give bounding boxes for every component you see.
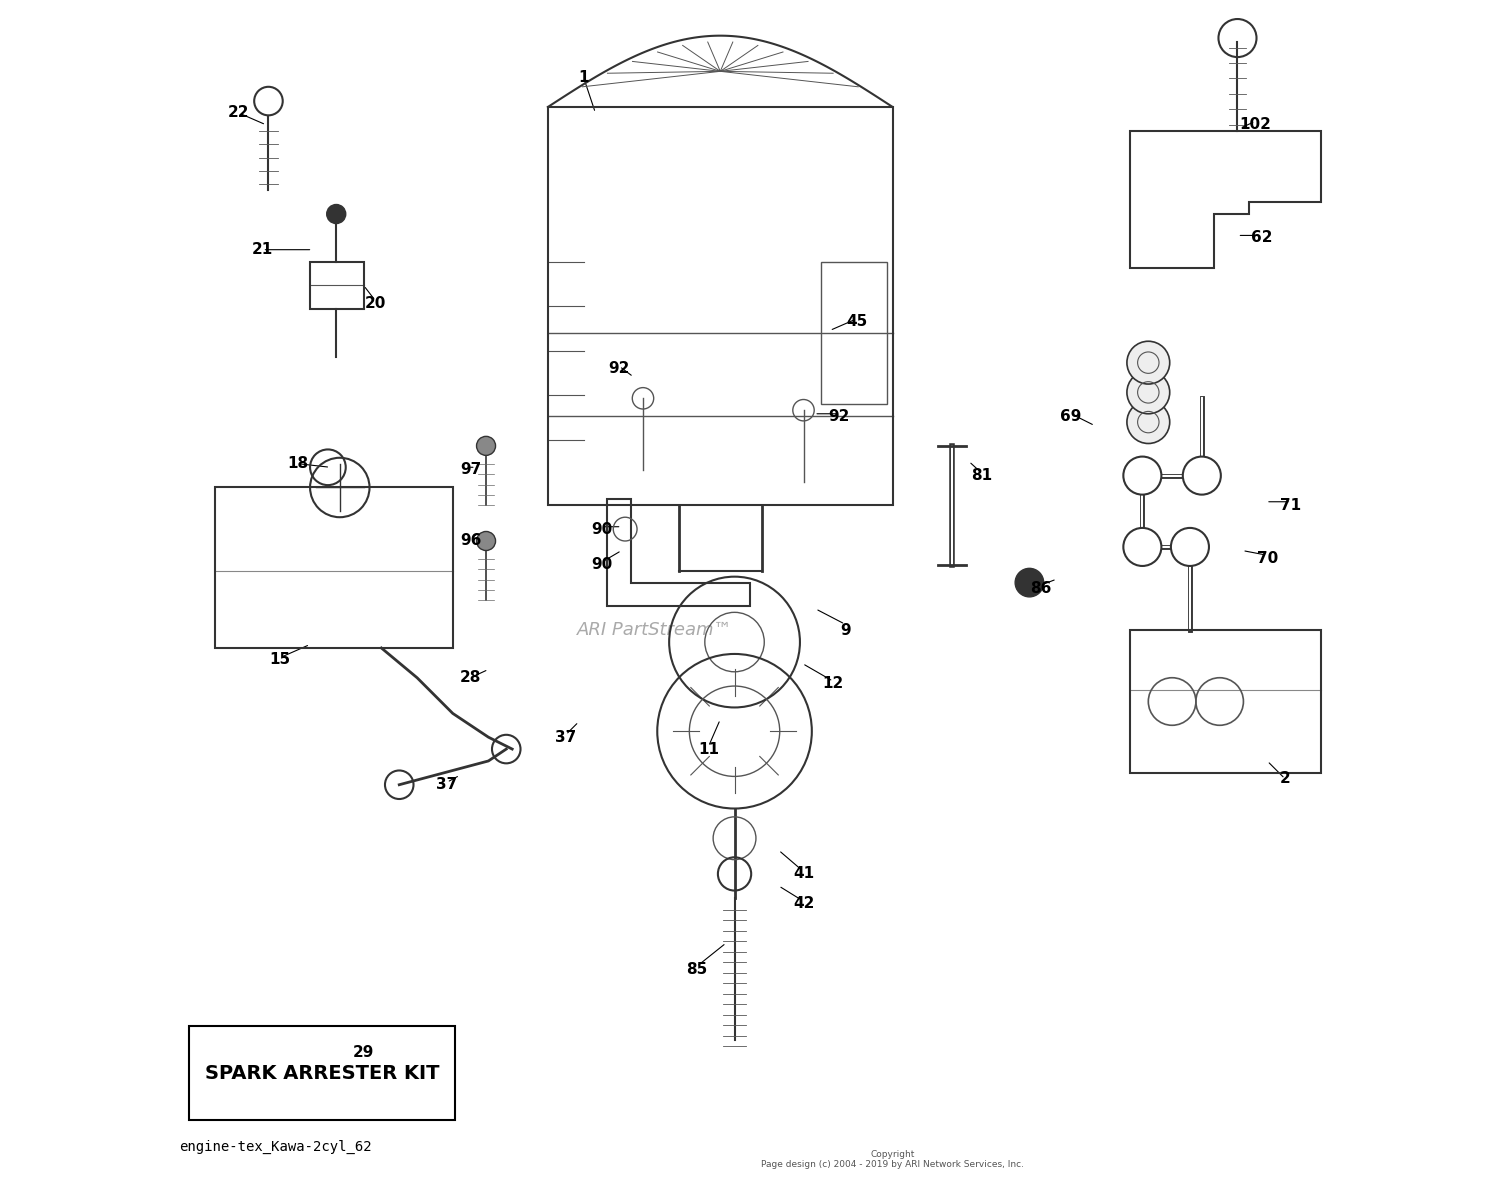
Text: 85: 85 <box>686 962 706 976</box>
Text: 1: 1 <box>579 70 590 84</box>
Text: 20: 20 <box>364 296 386 310</box>
Text: 70: 70 <box>1257 552 1278 566</box>
Circle shape <box>1126 401 1170 443</box>
Text: 18: 18 <box>288 457 309 471</box>
Text: 62: 62 <box>1251 231 1272 245</box>
Circle shape <box>1184 457 1221 495</box>
Text: 81: 81 <box>972 468 993 483</box>
Text: 15: 15 <box>270 653 291 667</box>
Text: 86: 86 <box>1030 581 1051 596</box>
Text: 69: 69 <box>1060 409 1082 423</box>
Text: 90: 90 <box>591 558 612 572</box>
Text: Copyright
Page design (c) 2004 - 2019 by ARI Network Services, Inc.: Copyright Page design (c) 2004 - 2019 by… <box>760 1150 1024 1169</box>
Text: 22: 22 <box>228 106 249 120</box>
FancyBboxPatch shape <box>189 1026 454 1120</box>
Circle shape <box>1124 457 1161 495</box>
Text: 37: 37 <box>555 730 576 744</box>
Text: 21: 21 <box>252 243 273 257</box>
Text: engine-tex_Kawa-2cyl_62: engine-tex_Kawa-2cyl_62 <box>180 1140 372 1155</box>
Circle shape <box>477 436 495 455</box>
Circle shape <box>254 87 282 115</box>
Circle shape <box>1016 568 1044 597</box>
Circle shape <box>1126 371 1170 414</box>
Text: 71: 71 <box>1281 498 1302 512</box>
Text: 90: 90 <box>591 522 612 536</box>
Circle shape <box>477 531 495 551</box>
Text: SPARK ARRESTER KIT: SPARK ARRESTER KIT <box>204 1064 440 1082</box>
Text: 9: 9 <box>840 623 850 637</box>
Circle shape <box>327 205 345 224</box>
Text: 11: 11 <box>698 742 718 756</box>
Circle shape <box>1126 341 1170 384</box>
Text: 97: 97 <box>460 463 482 477</box>
Text: 2: 2 <box>1280 772 1290 786</box>
Text: 12: 12 <box>822 677 844 691</box>
Text: 92: 92 <box>609 361 630 376</box>
Circle shape <box>1172 528 1209 566</box>
Text: 92: 92 <box>828 409 850 423</box>
Text: 42: 42 <box>794 897 814 911</box>
Text: 41: 41 <box>794 867 814 881</box>
Text: 28: 28 <box>460 671 482 685</box>
Text: 37: 37 <box>436 778 457 792</box>
Text: 29: 29 <box>352 1045 375 1059</box>
Text: ARI PartStream™: ARI PartStream™ <box>578 621 732 640</box>
Text: 96: 96 <box>460 534 482 548</box>
Text: 102: 102 <box>1239 118 1272 132</box>
Text: 45: 45 <box>846 314 867 328</box>
Circle shape <box>1124 528 1161 566</box>
